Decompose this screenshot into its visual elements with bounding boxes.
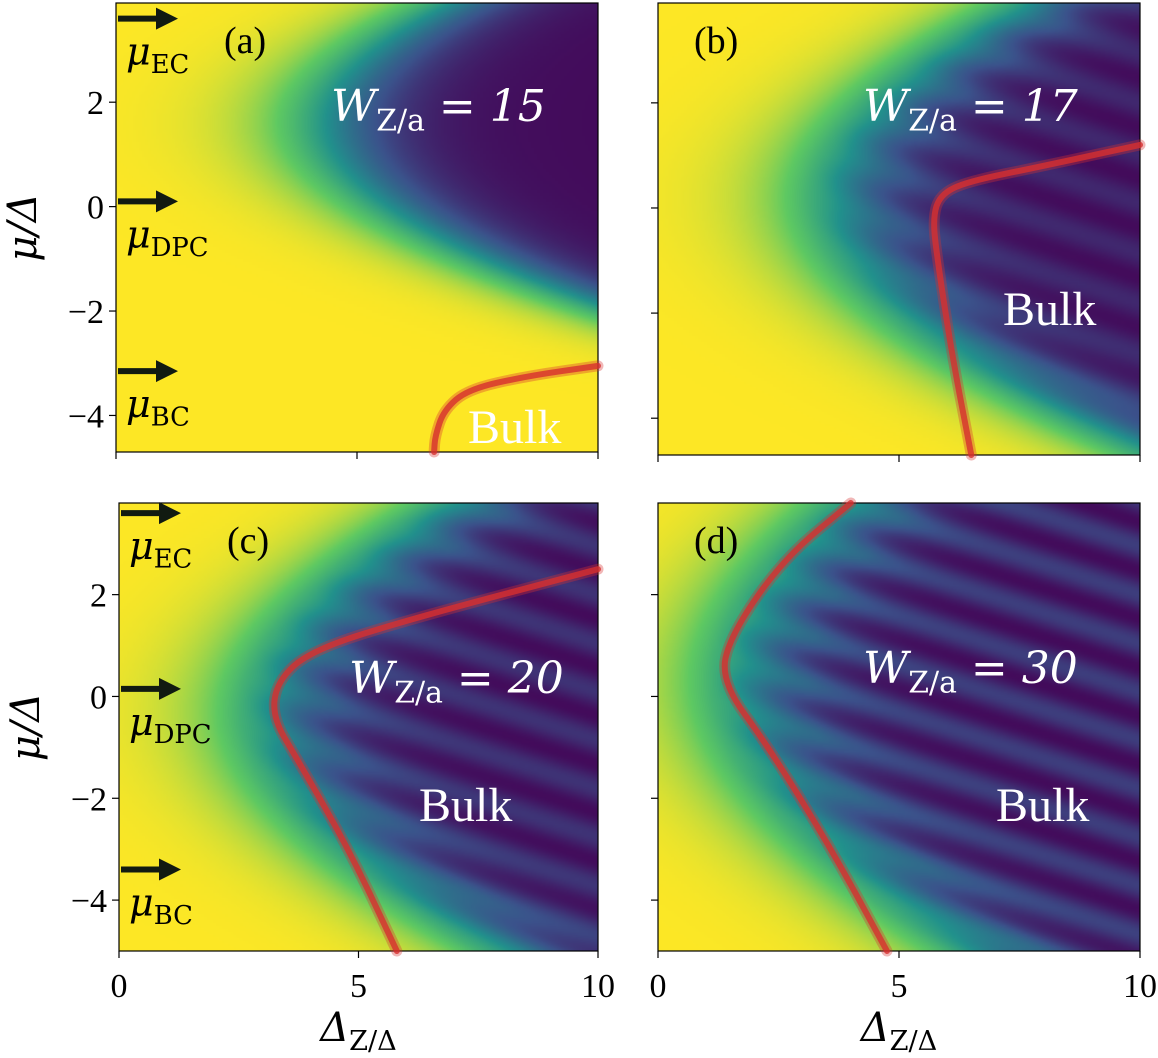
- arrow-head: [159, 858, 181, 881]
- boundary-point: [783, 559, 784, 560]
- panel-c: 0 5 10 2 0 −2 −4 μ/Δ ΔZ/Δ (c) WZ/a = 20 Bulk μEC μDPC…: [3, 502, 615, 1057]
- boundary-point: [443, 410, 444, 411]
- panel-d: 0 5 10 ΔZ/Δ (d) WZ/a = 30 Bulk: [650, 497, 1157, 1057]
- x-axis-label: ΔZ/Δ: [859, 1005, 938, 1057]
- boundary-point: [406, 620, 407, 621]
- y-tick-label: 0: [87, 190, 104, 227]
- y-axis-label: μ/Δ: [0, 193, 46, 261]
- x-tick-label: 5: [350, 968, 367, 1005]
- boundary-point: [1043, 165, 1044, 166]
- bulk-label: Bulk: [419, 779, 512, 832]
- arrow-label: μDPC: [126, 212, 209, 262]
- y-tick-label: −4: [68, 398, 104, 435]
- boundary-point: [272, 716, 273, 717]
- panel-label: (b): [694, 20, 738, 62]
- boundary-point: [850, 503, 851, 504]
- boundary-point: [952, 355, 953, 356]
- boundary-point: [932, 218, 933, 219]
- panel-label: (d): [694, 520, 738, 562]
- arrow-label: μEC: [129, 524, 192, 574]
- heatmap-image: [658, 503, 1140, 951]
- arrow-label: μBC: [129, 881, 193, 931]
- width-label: WZ/a = 30: [863, 643, 1078, 701]
- arrow-head: [156, 360, 178, 383]
- boundary-point: [348, 849, 349, 850]
- x-axis-label: ΔZ/Δ: [318, 1005, 397, 1057]
- panel-a: 2 0 −2 −4 μ/Δ (a) WZ/a = 15 Bulk μEC μDPC μBC: [0, 2, 604, 459]
- boundary-point: [831, 849, 832, 850]
- boundary-point: [525, 376, 526, 377]
- boundary-point: [396, 951, 397, 952]
- heatmap-image: [658, 3, 1140, 455]
- bulk-label: Bulk: [1003, 283, 1096, 336]
- y-tick-label: 0: [90, 679, 107, 716]
- boundary-point: [730, 635, 731, 636]
- boundary-point: [939, 194, 940, 195]
- arrow-head: [156, 190, 178, 213]
- boundary-point: [296, 757, 297, 758]
- x-tick-label: 5: [891, 968, 908, 1005]
- boundary-point: [886, 951, 887, 952]
- x-tick-label: 10: [1123, 968, 1157, 1005]
- y-tick-label: −4: [71, 883, 107, 920]
- arrow-label: μBC: [126, 382, 190, 432]
- topological-boundary-line: [931, 141, 1143, 458]
- width-label: WZ/a = 20: [349, 653, 564, 711]
- boundary-point: [277, 681, 278, 682]
- boundary-point: [768, 747, 769, 748]
- bulk-label: Bulk: [468, 401, 561, 454]
- arrow-label: μDPC: [129, 700, 212, 750]
- boundary-point: [467, 389, 468, 390]
- boundary-point: [598, 365, 599, 366]
- arrow-label: μEC: [126, 30, 189, 80]
- boundary-point: [937, 260, 938, 261]
- width-label: WZ/a = 15: [331, 81, 546, 139]
- boundary-point: [434, 452, 435, 453]
- boundary-point: [720, 681, 721, 682]
- y-tick-label: −2: [71, 781, 107, 818]
- arrow-head: [159, 677, 181, 700]
- boundary-point: [966, 181, 967, 182]
- panel-label: (a): [224, 20, 266, 62]
- y-tick-label: −2: [68, 294, 104, 331]
- boundary-point: [598, 569, 599, 570]
- topological-boundary-line: [721, 500, 890, 954]
- y-tick-label: 2: [90, 578, 107, 615]
- bulk-label: Bulk: [996, 779, 1089, 832]
- topological-boundary-line: [271, 566, 601, 954]
- boundary-point: [1140, 144, 1141, 145]
- y-axis-label: μ/Δ: [3, 693, 49, 761]
- boundary-point: [310, 650, 311, 651]
- arrow-head: [159, 502, 181, 525]
- width-label: WZ/a = 17: [863, 81, 1078, 139]
- y-tick-label: 2: [87, 85, 104, 122]
- panel-label: (c): [227, 520, 269, 562]
- topological-boundary-line: [431, 362, 601, 455]
- x-tick-label: 10: [581, 968, 615, 1005]
- x-tick-label: 0: [650, 968, 667, 1005]
- boundary-point: [971, 455, 972, 456]
- arrow-head: [156, 7, 178, 30]
- x-tick-label: 0: [111, 968, 128, 1005]
- boundary-point: [435, 436, 436, 437]
- panel-b: (b) WZ/a = 17 Bulk: [651, 2, 1146, 462]
